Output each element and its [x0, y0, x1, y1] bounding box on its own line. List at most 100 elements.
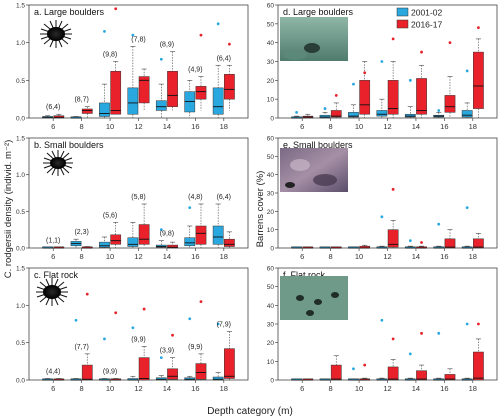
y-tick-label: 1.0	[16, 40, 25, 47]
box	[81, 108, 93, 114]
box	[416, 78, 427, 115]
box	[330, 110, 342, 118]
y-tick-label: 40	[267, 40, 275, 47]
x-tick-label: 12	[134, 252, 142, 261]
box	[387, 80, 399, 115]
x-tick-label: 8	[329, 384, 333, 393]
x-tick-label: 14	[412, 122, 420, 131]
panel-f-flat-rock-barrens: 0 10 20 30 40 50 60 6 8 10 12 14 16 18 f. Flat rock	[267, 266, 498, 393]
x-tick-label: 6	[300, 384, 304, 393]
sample-size-label: (1,1)	[46, 237, 60, 244]
y-tick-label: 10	[267, 97, 275, 104]
y-tick-label: 50	[267, 154, 275, 161]
sample-size-label: (9,8)	[160, 231, 174, 238]
y-tick-label: 1.0	[16, 172, 25, 179]
outlier-point	[159, 228, 163, 232]
x-tick-label: 6	[51, 384, 55, 393]
y-tick-label: 10	[267, 359, 275, 366]
outlier-point	[437, 331, 441, 335]
box	[195, 86, 207, 100]
x-tick-label: 18	[220, 252, 228, 261]
outlier-point	[188, 206, 192, 210]
box	[444, 238, 456, 249]
habitat-photo-f	[280, 276, 348, 320]
habitat-photo-e	[280, 148, 348, 192]
panel-a-large-boulders-density: 0.0 0.5 1.0 1.5 6 8 10 12 14 16 18 a. Large boulder…	[16, 3, 249, 131]
box	[138, 357, 150, 381]
sample-size-label: (9,9)	[131, 336, 145, 343]
outlier-point	[114, 311, 118, 315]
sample-size-label: (3,9)	[160, 348, 174, 355]
outlier-point	[391, 187, 395, 191]
box	[99, 102, 110, 117]
outlier-point	[465, 69, 469, 73]
y-tick-label: 40	[267, 172, 275, 179]
outlier-point	[465, 322, 469, 326]
panel-title: d. Large boulders	[283, 7, 354, 17]
panel-c-flat-rock-density: 0.0 0.5 1.0 1.5 6 8 10 12 14 16 18 c. Flat rock (4,4…	[16, 266, 249, 393]
outlier-point	[477, 322, 480, 326]
x-tick-label: 8	[80, 384, 84, 393]
outlier-point	[391, 37, 395, 41]
box	[359, 80, 371, 115]
outlier-point	[437, 109, 441, 112]
x-tick-label: 12	[134, 122, 142, 131]
outlier-point	[295, 110, 298, 114]
x-tick-label: 14	[412, 252, 420, 261]
box	[212, 376, 224, 381]
legend-swatch-2001-02	[396, 7, 409, 17]
outlier-point	[420, 331, 423, 335]
outlier-point	[85, 292, 89, 296]
x-tick-label: 6	[51, 122, 55, 131]
x-axis-label: Depth category (m)	[207, 406, 293, 417]
y-tick-label: 0.5	[16, 340, 25, 347]
outlier-point	[448, 41, 452, 45]
panel-title: c. Flat rock	[34, 270, 79, 280]
panel-e-small-boulders-barrens: 0 10 20 30 40 50 60 6 8 10 12 14 16 18 e. Small boulde…	[267, 136, 498, 261]
box	[404, 113, 416, 118]
box	[461, 110, 473, 118]
y-tick-label: 0.0	[16, 116, 25, 123]
urchin-photo-a	[40, 20, 72, 48]
sample-size-label: (4,9)	[188, 67, 202, 74]
x-tick-label: 12	[383, 384, 391, 393]
x-tick-label: 16	[440, 384, 448, 393]
box	[127, 237, 139, 247]
y-tick-label: 0	[270, 378, 274, 385]
box	[376, 110, 388, 117]
box	[473, 51, 484, 109]
panel-title: a. Large boulders	[34, 7, 105, 17]
outlier-point	[103, 337, 106, 341]
x-tick-label: 18	[469, 252, 477, 261]
sample-size-label: (5,6)	[103, 212, 117, 219]
outlier-point	[408, 239, 412, 243]
y-tick-label: 1.0	[16, 303, 25, 310]
x-tick-label: 10	[106, 252, 114, 261]
y-tick-label: 0	[270, 116, 274, 123]
box	[167, 244, 178, 249]
x-tick-label: 16	[191, 252, 199, 261]
outlier-point	[380, 60, 384, 63]
box	[212, 225, 224, 245]
outlier-point	[408, 352, 412, 356]
y-tick-label: 60	[267, 3, 275, 10]
y-tick-label: 1.5	[16, 136, 25, 143]
outlier-point	[103, 29, 106, 33]
outlier-point	[74, 318, 78, 322]
box	[330, 364, 342, 381]
box	[99, 241, 110, 248]
x-tick-label: 16	[191, 122, 199, 131]
y-tick-label: 1.5	[16, 266, 25, 273]
x-tick-label: 8	[80, 252, 84, 261]
sample-size-label: (6,4)	[217, 194, 231, 201]
sample-size-label: (2,3)	[74, 229, 88, 236]
outlier-point	[171, 333, 174, 337]
outlier-point	[363, 363, 367, 367]
x-tick-label: 14	[163, 384, 171, 393]
x-tick-label: 8	[329, 122, 333, 131]
panel-d-large-boulders-barrens: 0 10 20 30 40 50 60 6 8 10 12 14 16 18 d. Large boulde…	[267, 3, 498, 131]
y-tick-label: 30	[267, 322, 275, 329]
x-tick-label: 6	[51, 252, 55, 261]
x-tick-label: 10	[355, 252, 363, 261]
x-tick-label: 10	[355, 122, 363, 131]
